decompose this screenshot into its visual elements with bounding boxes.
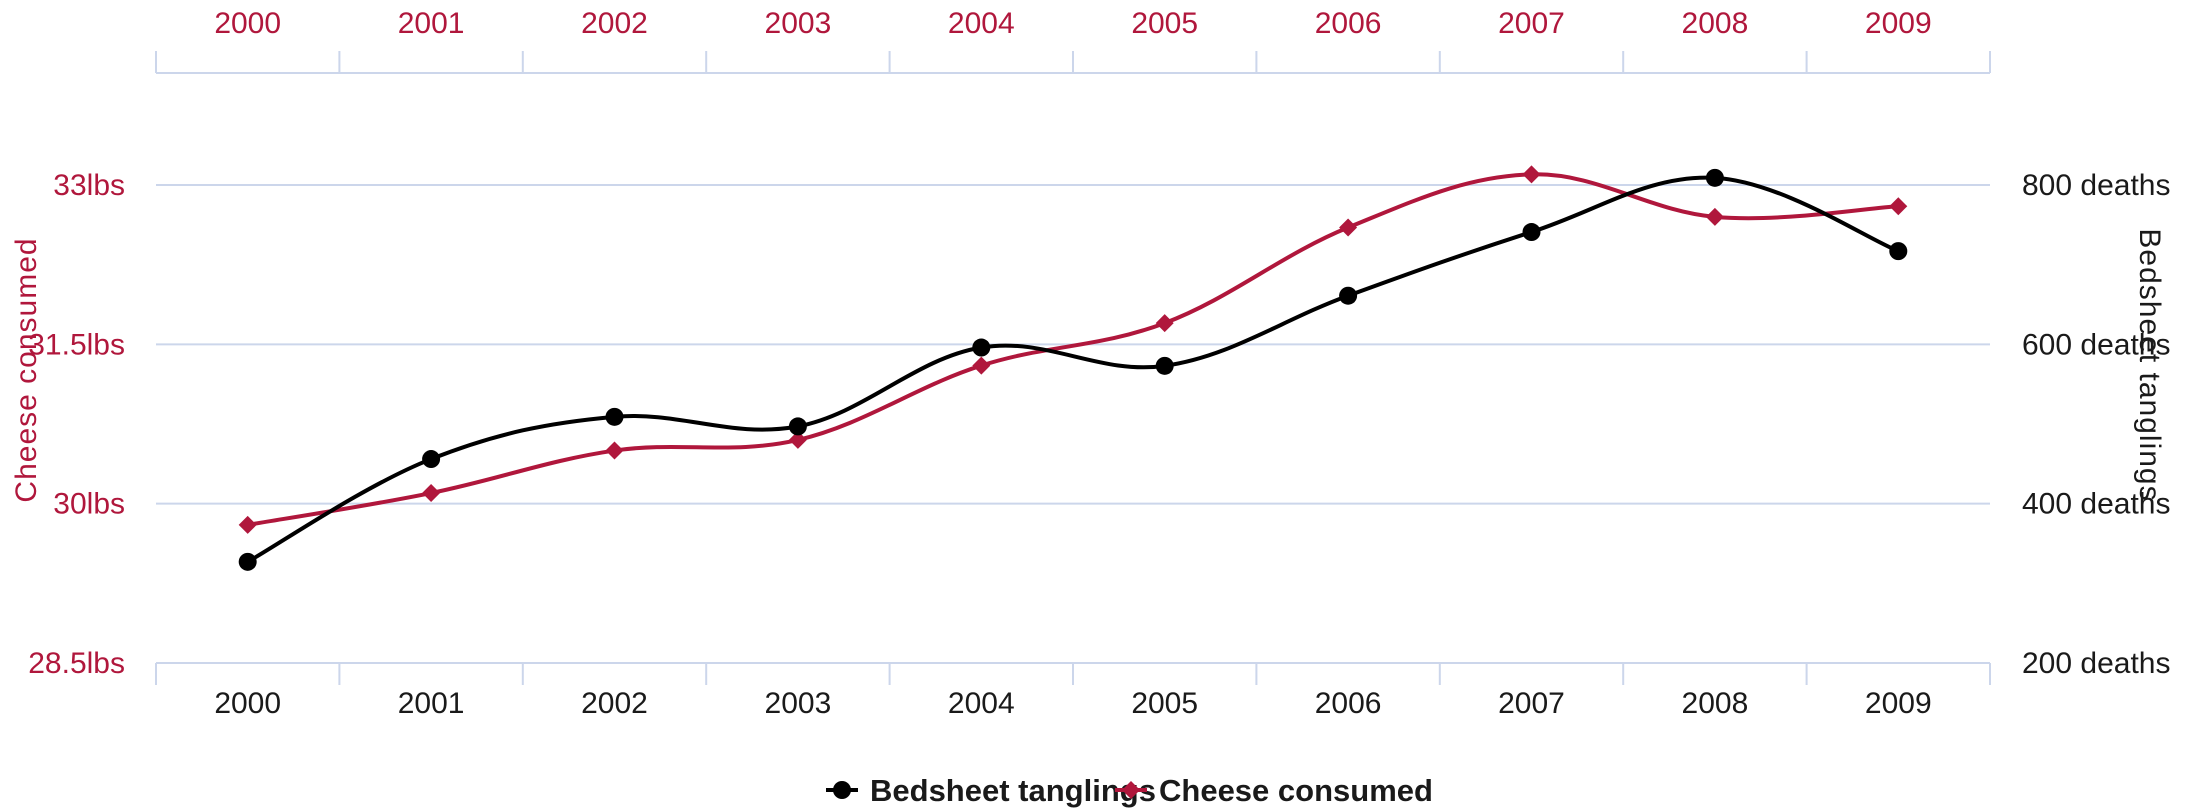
x-top-tick-label: 2005 bbox=[1131, 7, 1198, 40]
x-bottom-tick-label: 2003 bbox=[765, 687, 832, 720]
x-bottom-tick-label: 2006 bbox=[1315, 687, 1382, 720]
y-right-tick-label: 600 deaths bbox=[2022, 328, 2170, 361]
x-bottom-tick-label: 2001 bbox=[398, 687, 465, 720]
x-bottom-tick-label: 2000 bbox=[214, 687, 281, 720]
x-top-tick-label: 2003 bbox=[765, 7, 832, 40]
y-left-tick-label: 28.5lbs bbox=[28, 647, 125, 680]
legend-label-cheese-consumed: Cheese consumed bbox=[1159, 773, 1433, 808]
bedsheet-tanglings-point[interactable] bbox=[605, 407, 624, 426]
bedsheet-tanglings-point[interactable] bbox=[1889, 242, 1908, 261]
tick-labels: 28.5lbs 30lbs 31.5lbs 33lbs 200 deaths 400 de… bbox=[28, 7, 2170, 720]
y-left-tick-label: 33lbs bbox=[53, 169, 125, 202]
cheese-consumed-point[interactable] bbox=[605, 441, 624, 460]
legend-item-cheese-consumed[interactable]: Cheese consumed bbox=[1115, 773, 1433, 808]
bedsheet-tanglings-point[interactable] bbox=[972, 338, 991, 357]
x-bottom-tick-label: 2007 bbox=[1498, 687, 1565, 720]
y-right-tick-label: 800 deaths bbox=[2022, 169, 2170, 202]
y-right-tick-label: 400 deaths bbox=[2022, 488, 2170, 521]
cheese-consumed-point[interactable] bbox=[1339, 218, 1358, 237]
bedsheet-tanglings-point[interactable] bbox=[788, 417, 807, 436]
x-top-tick-label: 2000 bbox=[214, 7, 281, 40]
cheese-consumed-line bbox=[247, 172, 1899, 527]
bedsheet-tanglings-line bbox=[246, 175, 1900, 564]
x-bottom-tick-label: 2009 bbox=[1865, 687, 1932, 720]
y-left-tick-label: 30lbs bbox=[53, 488, 125, 521]
cheese-consumed-point[interactable] bbox=[238, 515, 257, 534]
y-right-tick-label: 200 deaths bbox=[2022, 647, 2170, 680]
bedsheet-tanglings-point[interactable] bbox=[1155, 356, 1174, 375]
x-bottom-tick-label: 2004 bbox=[948, 687, 1015, 720]
x-top-tick-label: 2001 bbox=[398, 7, 465, 40]
x-top-tick-label: 2004 bbox=[948, 7, 1015, 40]
legend-marker-cheese-consumed bbox=[1122, 781, 1140, 799]
bedsheet-tanglings-point[interactable] bbox=[238, 552, 257, 571]
x-top-tick-label: 2007 bbox=[1498, 7, 1565, 40]
series bbox=[238, 165, 1908, 571]
bedsheet-tanglings-point[interactable] bbox=[1339, 286, 1358, 305]
bedsheet-tanglings-point[interactable] bbox=[1522, 223, 1541, 242]
right-axis-title: Bedsheet tanglings bbox=[2133, 228, 2166, 501]
cheese-consumed-point[interactable] bbox=[422, 484, 441, 503]
cheese-consumed-point[interactable] bbox=[1705, 207, 1724, 226]
cheese-consumed-point[interactable] bbox=[1155, 314, 1174, 333]
legend[interactable]: Bedsheet tanglings Cheese consumed bbox=[826, 773, 1433, 808]
legend-marker-bedsheet-tanglings bbox=[833, 781, 851, 799]
cheese-consumed-point[interactable] bbox=[972, 356, 991, 375]
left-axis-title: Cheese consumed bbox=[10, 237, 43, 502]
x-top-tick-label: 2009 bbox=[1865, 7, 1932, 40]
x-bottom-tick-label: 2005 bbox=[1131, 687, 1198, 720]
y-left-tick-label: 31.5lbs bbox=[28, 328, 125, 361]
bedsheet-tanglings-point[interactable] bbox=[422, 450, 441, 469]
legend-item-bedsheet-tanglings[interactable]: Bedsheet tanglings bbox=[826, 773, 1156, 808]
x-bottom-tick-label: 2008 bbox=[1682, 687, 1749, 720]
x-top-tick-label: 2006 bbox=[1315, 7, 1382, 40]
cheese-consumed-point[interactable] bbox=[1889, 197, 1908, 216]
cheese-consumed-point[interactable] bbox=[1522, 165, 1541, 184]
bedsheet-tanglings-point[interactable] bbox=[1705, 168, 1724, 187]
x-bottom-tick-label: 2002 bbox=[581, 687, 648, 720]
x-top-tick-label: 2008 bbox=[1682, 7, 1749, 40]
cheese-consumed-point[interactable] bbox=[788, 430, 807, 449]
x-axes bbox=[155, 51, 1991, 685]
x-top-tick-label: 2002 bbox=[581, 7, 648, 40]
legend-label-bedsheet-tanglings: Bedsheet tanglings bbox=[870, 773, 1156, 808]
